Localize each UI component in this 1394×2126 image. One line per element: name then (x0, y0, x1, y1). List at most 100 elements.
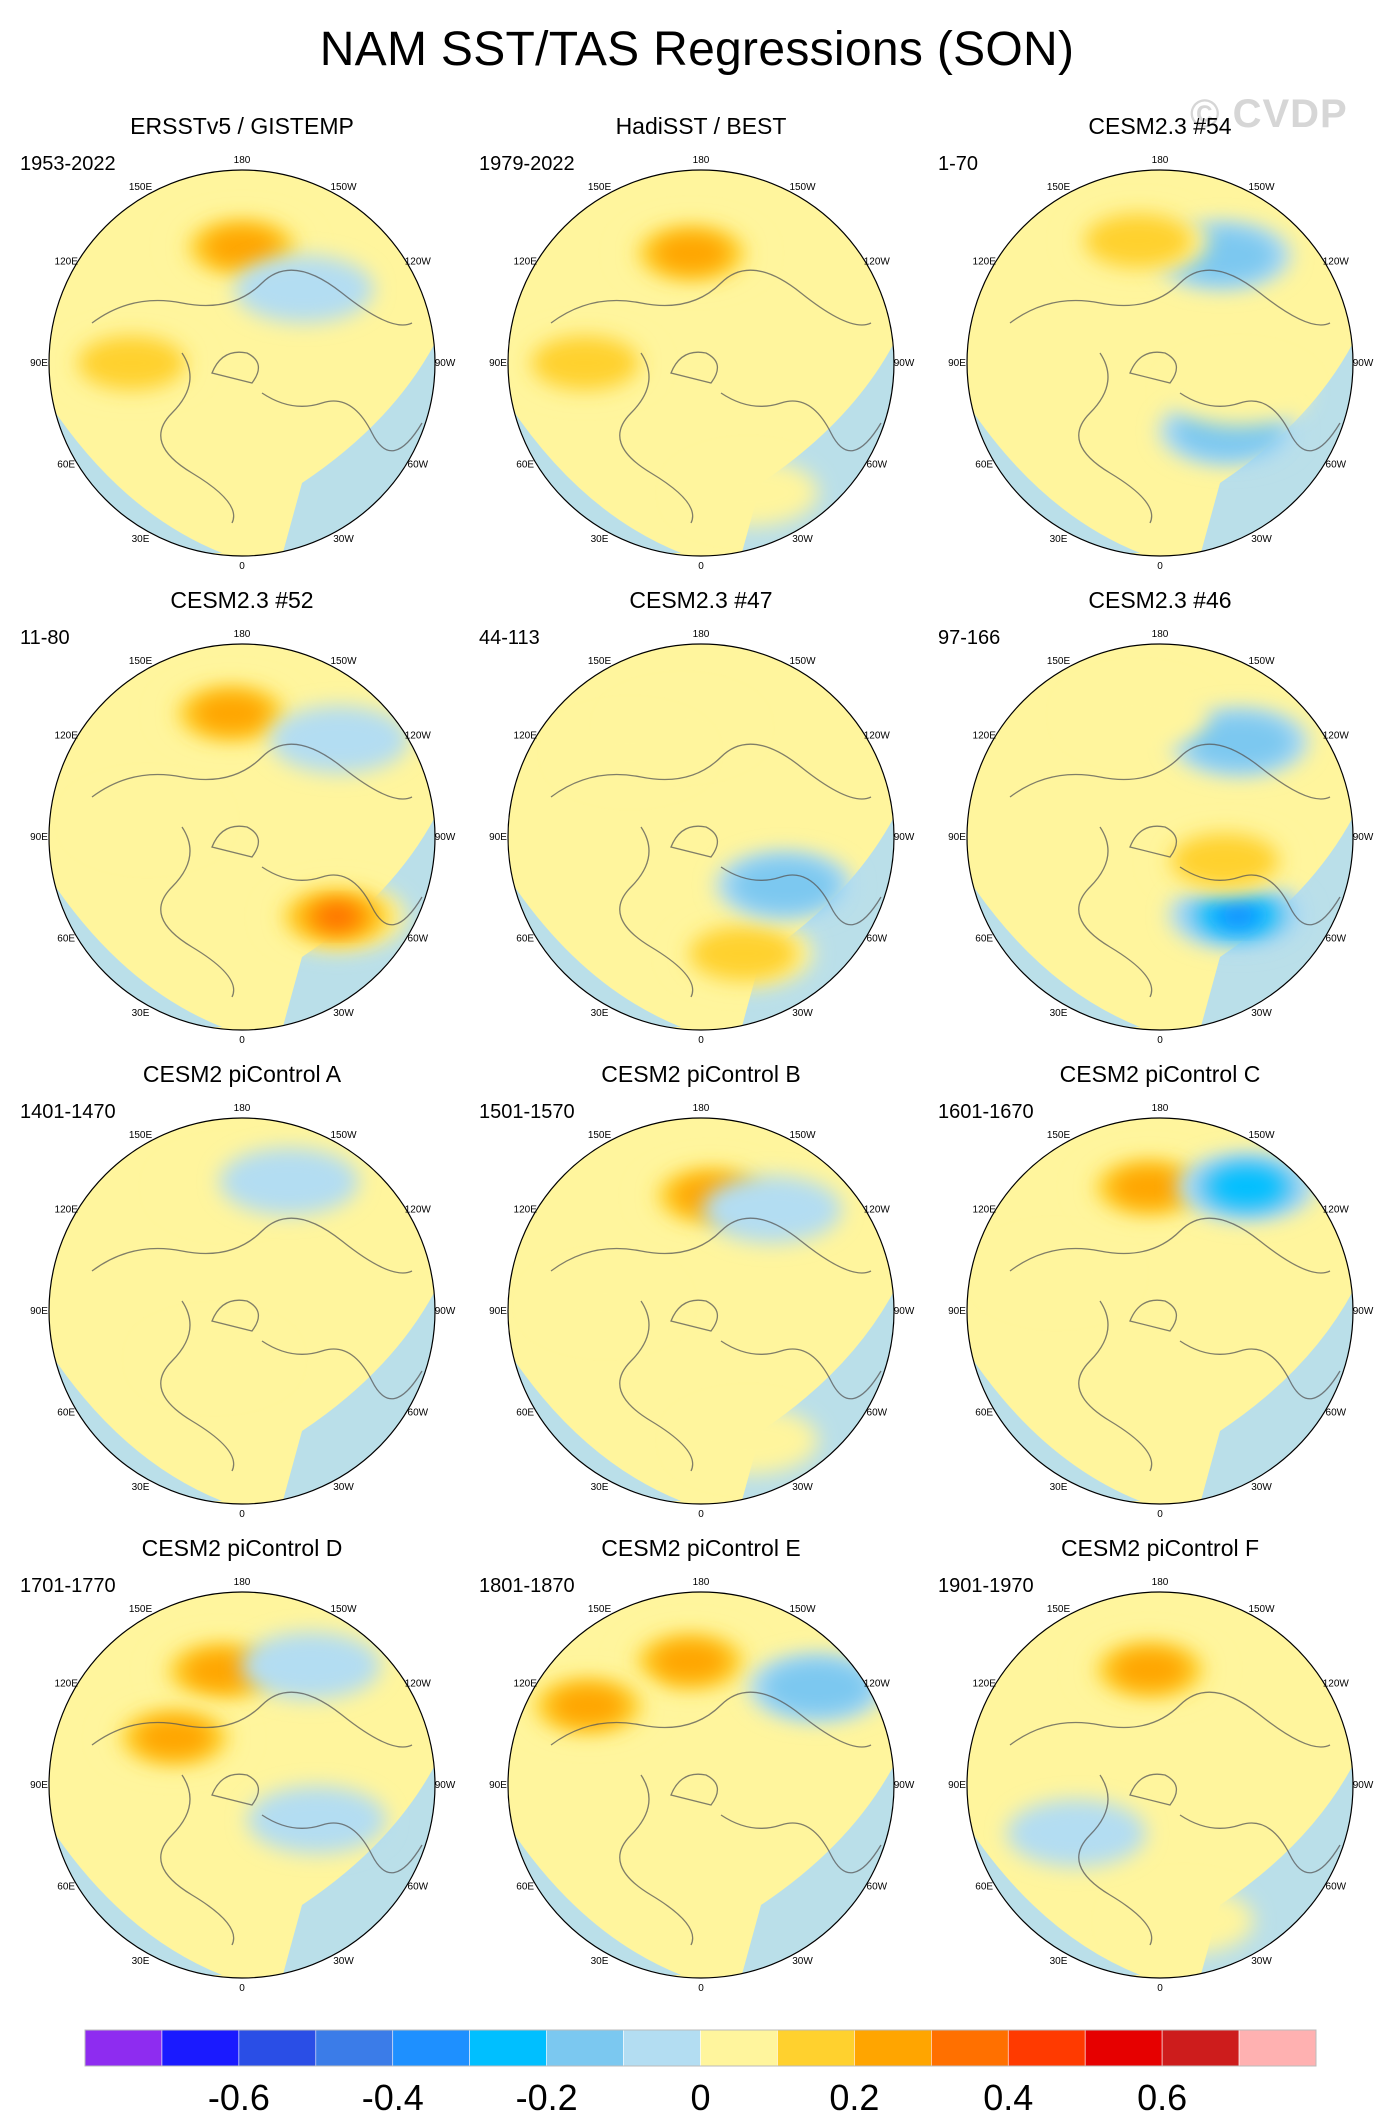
lon-label: 30E (1050, 534, 1068, 545)
lon-label: 90W (435, 358, 456, 369)
colorbar-swatch (1007, 2029, 1086, 2067)
coastline (619, 826, 694, 998)
lon-label: 150W (330, 656, 357, 667)
coastline (1129, 351, 1177, 384)
lon-label: 60W (408, 1882, 429, 1893)
anomaly-contour (1111, 1649, 1188, 1690)
map-panel: CESM2 piControl B 1501-1570 180 150E 120E 90E… (469, 1061, 933, 1536)
lon-label: 30W (333, 1482, 354, 1493)
colorbar-tick-label: 0.4 (983, 2077, 1033, 2118)
colorbar-swatch (700, 2029, 778, 2067)
lon-label: 120W (405, 1679, 432, 1690)
anomaly-contour (678, 458, 819, 527)
coastline (261, 1340, 423, 1400)
lon-label: 120E (973, 731, 997, 742)
anomaly-contour (1185, 714, 1294, 769)
anomaly-contour (763, 1660, 872, 1715)
anomaly-contour (77, 336, 186, 390)
lon-label: 150E (129, 1604, 153, 1615)
lon-label: 180 (234, 155, 251, 166)
coastline (160, 1300, 235, 1472)
anomaly-contour (204, 227, 280, 268)
anomaly-contour (315, 903, 360, 930)
lon-label: 150W (789, 1130, 816, 1141)
lon-label: 60W (867, 934, 888, 945)
map-panel: CESM2.3 #54 1-70 180 150E 120E 90E 60E 30E 0 30W 6… (928, 113, 1392, 588)
polar-map: 180 150E 120E 90E 60E 30E 0 30W 60W 90W 120W 150W (948, 629, 1374, 1046)
panel-title: CESM2.3 #54 (1088, 113, 1232, 139)
lon-label: 120W (405, 1205, 432, 1216)
lon-label: 120E (55, 1679, 79, 1690)
anomaly-contour (986, 1239, 1127, 1308)
lon-label: 150E (588, 1130, 612, 1141)
lon-label: 0 (698, 1983, 704, 1994)
lon-label: 180 (693, 1577, 710, 1588)
coastline (1129, 1773, 1177, 1806)
polar-map: 180 150E 120E 90E 60E 30E 0 30W 60W 90W 120W 150W (489, 1103, 915, 1520)
panel-years: 1701-1770 (20, 1575, 116, 1597)
lon-label: 150E (588, 656, 612, 667)
lon-label: 30E (591, 534, 609, 545)
anomaly-contour (1215, 901, 1260, 928)
panel-title: CESM2 piControl F (1060, 1535, 1260, 1561)
coastline (160, 352, 235, 524)
coastline (619, 352, 694, 524)
anomaly-contour (269, 705, 410, 774)
lon-label: 30W (792, 534, 813, 545)
colorbar-tick-label: 0.2 (829, 2077, 879, 2118)
anomaly-contour (1170, 833, 1279, 888)
lon-label: 30E (132, 1956, 150, 1967)
colorbar-swatch (161, 2029, 240, 2067)
anomaly-contour (1111, 1167, 1188, 1208)
coastline (1078, 826, 1153, 998)
lon-label: 60W (1326, 934, 1347, 945)
lon-label: 60E (975, 1882, 993, 1893)
map-border (48, 1117, 436, 1505)
lon-label: 150E (129, 656, 153, 667)
lon-label: 120E (973, 1205, 997, 1216)
lon-label: 120W (864, 1679, 891, 1690)
polar-map: 180 150E 120E 90E 60E 30E 0 30W 60W 90W 120W 150W (30, 1103, 456, 1520)
anomaly-contour (1084, 213, 1193, 268)
panel-title: CESM2 piControl A (142, 1061, 342, 1087)
panel-years: 11-80 (20, 627, 70, 649)
map-border (966, 1591, 1354, 1979)
lon-label: 60E (975, 1408, 993, 1419)
map-border (507, 169, 895, 557)
coastline (720, 1814, 882, 1874)
anomaly-contour (76, 786, 217, 855)
lon-label: 120W (405, 257, 432, 268)
lon-label: 0 (1157, 1983, 1163, 1994)
lon-label: 60E (516, 1408, 534, 1419)
map-border (507, 643, 895, 1031)
coastline (1179, 1340, 1341, 1400)
lon-label: 90E (489, 1780, 507, 1791)
map-panel: CESM2.3 #47 44-113 180 150E 120E 90E 60E 30E 0 30… (469, 587, 933, 1062)
polar-map: 180 150E 120E 90E 60E 30E 0 30W 60W 90W 120W 150W (948, 155, 1374, 572)
lon-label: 150W (330, 1604, 357, 1615)
coastline (261, 1814, 423, 1874)
panel-years: 1801-1870 (479, 1575, 575, 1597)
lon-label: 180 (693, 1103, 710, 1114)
panel-years: 1979-2022 (479, 153, 575, 175)
lon-label: 150E (1047, 1130, 1071, 1141)
map-panel: CESM2.3 #52 11-80 180 150E 120E 90E 60E 30E 0 30W… (10, 587, 474, 1062)
lon-label: 90E (948, 1306, 966, 1317)
colorbar-swatch (854, 2029, 932, 2067)
lon-label: 120E (55, 257, 79, 268)
coastline (1009, 1691, 1331, 1748)
anomaly-contour (1006, 1799, 1147, 1868)
lon-label: 120W (1323, 1205, 1350, 1216)
lon-label: 180 (1152, 1103, 1169, 1114)
coastline (91, 269, 413, 326)
map-panel: CESM2 piControl A 1401-1470 180 150E 120E 90E… (10, 1061, 474, 1536)
map-border (507, 1117, 895, 1505)
lon-label: 120E (514, 731, 538, 742)
lon-label: 120W (405, 731, 432, 742)
lon-label: 90W (1353, 832, 1374, 843)
anomaly-contour (183, 1650, 260, 1691)
polar-map: 180 150E 120E 90E 60E 30E 0 30W 60W 90W 120W 150W (489, 1577, 915, 1994)
lon-label: 30W (1251, 1956, 1272, 1967)
lon-label: 90E (948, 358, 966, 369)
lon-label: 120E (973, 1679, 997, 1690)
